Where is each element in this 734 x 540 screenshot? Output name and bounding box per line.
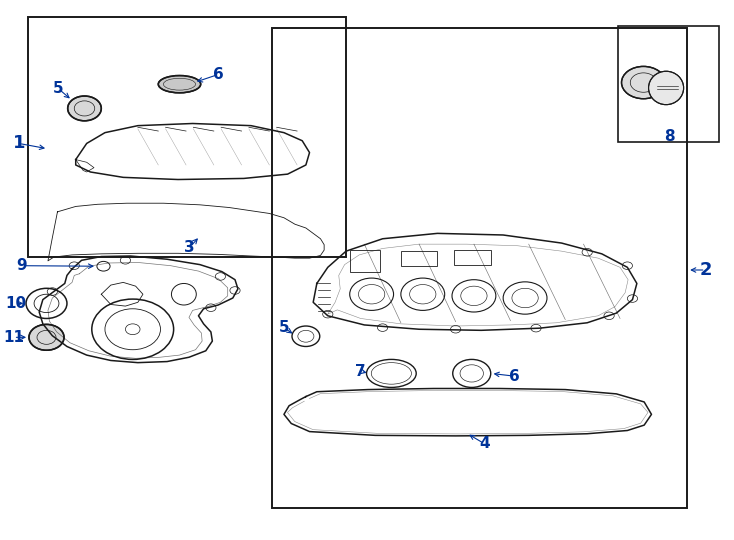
Text: 5: 5 (279, 320, 289, 335)
Bar (618, 26, 719, 142)
Bar (454, 249, 491, 265)
Text: 9: 9 (16, 258, 27, 273)
Text: 1: 1 (12, 134, 25, 152)
Text: 10: 10 (5, 296, 26, 311)
Circle shape (68, 96, 101, 121)
Ellipse shape (159, 76, 200, 93)
Ellipse shape (649, 71, 683, 105)
Text: 6: 6 (509, 369, 520, 383)
Text: 11: 11 (3, 330, 24, 345)
Circle shape (29, 325, 64, 350)
Text: 8: 8 (664, 129, 675, 144)
Text: 3: 3 (184, 240, 195, 255)
Bar (272, 28, 686, 508)
Bar (28, 17, 346, 256)
Text: 2: 2 (700, 261, 712, 279)
Text: 4: 4 (479, 436, 490, 451)
Circle shape (622, 66, 665, 99)
Text: 7: 7 (355, 364, 366, 379)
Text: 6: 6 (213, 67, 224, 82)
Text: 5: 5 (53, 81, 64, 96)
Bar (401, 251, 437, 266)
Bar (349, 250, 380, 272)
